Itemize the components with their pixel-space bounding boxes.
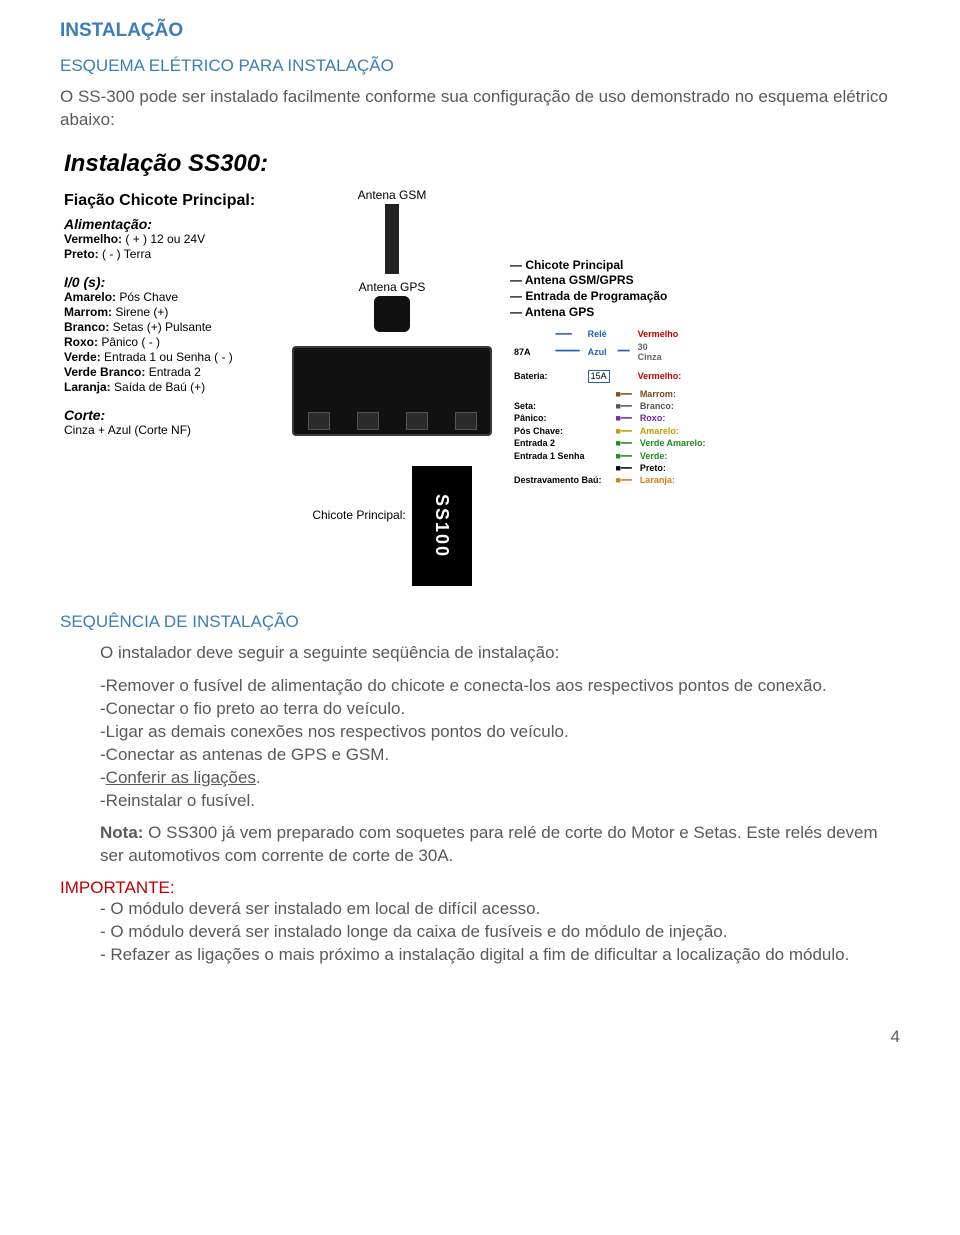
wiring-row: Entrada 1 Senha■━━Verde: [510,450,710,462]
important-heading: IMPORTANTE: [60,878,900,898]
important-list: - O módulo deverá ser instalado em local… [60,898,900,967]
wiring-row: Pânico:■━━Roxo: [510,412,710,424]
note-paragraph: Nota: O SS300 já vem preparado com soque… [100,822,900,868]
corte-heading: Corte: [64,407,274,423]
wiring-row: Destravamento Baú:■━━Laranja: [510,474,710,486]
sequence-steps: -Remover o fusível de alimentação do chi… [100,675,900,813]
sequence-heading: SEQUÊNCIA DE INSTALAÇÃO [60,612,900,632]
port-label: — Entrada de Programação [510,289,896,305]
bateria-label: Bateria: [510,369,552,384]
wiring-diagram: Instalação SS300: Fiação Chicote Princip… [60,142,900,592]
important-item: - O módulo deverá ser instalado em local… [100,898,900,921]
port-labels: — Chicote Principal— Antena GSM/GPRS— En… [510,258,896,320]
diagram-title: Instalação SS300: [64,150,896,178]
step-line: -Conectar o fio preto ao terra do veícul… [100,698,900,721]
io-line: Laranja: Saída de Baú (+) [64,380,274,395]
device-box [292,346,492,436]
port-label: — Antena GSM/GPRS [510,273,896,289]
chicote-label: Chicote Principal: [312,508,405,522]
diagram-right-column: — Chicote Principal— Antena GSM/GPRS— En… [510,188,896,586]
antenna-gsm-icon [385,204,399,274]
important-item: - O módulo deverá ser instalado longe da… [100,921,900,944]
device-port [357,412,379,430]
alim-heading: Alimentação: [64,216,274,232]
io-line: Branco: Setas (+) Pulsante [64,320,274,335]
io-line: Roxo: Pânico ( - ) [64,335,274,350]
rele-label: Relé [584,328,614,340]
page-number: 4 [60,1027,900,1047]
fuse-label: 15A [588,370,610,382]
corte-text: Cinza + Azul (Corte NF) [64,423,274,438]
note-text: O SS300 já vem preparado com soquetes pa… [100,823,878,865]
page-title: INSTALAÇÃO [60,20,900,42]
intro-paragraph: O SS-300 pode ser instalado facilmente c… [60,86,900,132]
sequence-intro: O instalador deve seguir a seguinte seqü… [100,642,900,665]
alim-line-2: Preto: ( - ) Terra [64,247,274,262]
wiring-row: Entrada 2■━━Verde Amarelo: [510,437,710,449]
io-line: Amarelo: Pós Chave [64,290,274,305]
diagram-left-column: Fiação Chicote Principal: Alimentação: V… [64,188,274,586]
color-label: Azul [584,341,614,364]
antenna-gps-label: Antena GPS [359,280,426,294]
port-label: — Chicote Principal [510,258,896,274]
io-heading: I/0 (s): [64,274,274,290]
wiring-row: Pós Chave:■━━Amarelo: [510,425,710,437]
antenna-gsm-label: Antena GSM [358,188,427,202]
device-port [406,412,428,430]
step-line: -Reinstalar o fusível. [100,790,900,813]
color-label: Vermelho [634,328,686,340]
antenna-gps-icon [374,296,410,332]
io-line: Verde: Entrada 1 ou Senha ( - ) [64,350,274,365]
color-label: Cinza [638,352,662,362]
fiac-heading: Fiação Chicote Principal: [64,192,274,210]
color-label: Vermelho: [634,369,686,384]
wiring-grid: ━━━ Relé Vermelho 87A ━━━━ Azul ━━ 30Cin… [510,328,896,486]
step-line: -Ligar as demais conexões nos respectivo… [100,721,900,744]
important-item: - Refazer as ligações o mais próximo a i… [100,944,900,967]
pin-label: 30 [638,342,648,352]
wiring-row: ■━━Preto: [510,462,710,474]
step-line: -Remover o fusível de alimentação do chi… [100,675,900,698]
port-label: — Antena GPS [510,305,896,321]
io-line: Marrom: Sirene (+) [64,305,274,320]
wiring-row: ■━━Marrom: [510,388,710,400]
note-label: Nota: [100,823,143,842]
device-port [308,412,330,430]
pin-label: 87A [510,341,552,364]
device-port [455,412,477,430]
io-line: Verde Branco: Entrada 2 [64,365,274,380]
step-line: -Conectar as antenas de GPS e GSM. [100,744,900,767]
wiring-row: Seta:■━━Branco: [510,400,710,412]
diagram-mid-column: Antena GSM Antena GPS Chicote Principal:… [282,188,502,586]
section-heading: ESQUEMA ELÉTRICO PARA INSTALAÇÃO [60,56,900,76]
step-line: -Conferir as ligações. [100,767,900,790]
ss100-module: SS100 [412,466,472,586]
alim-line-1: Vermelho: ( + ) 12 ou 24V [64,232,274,247]
